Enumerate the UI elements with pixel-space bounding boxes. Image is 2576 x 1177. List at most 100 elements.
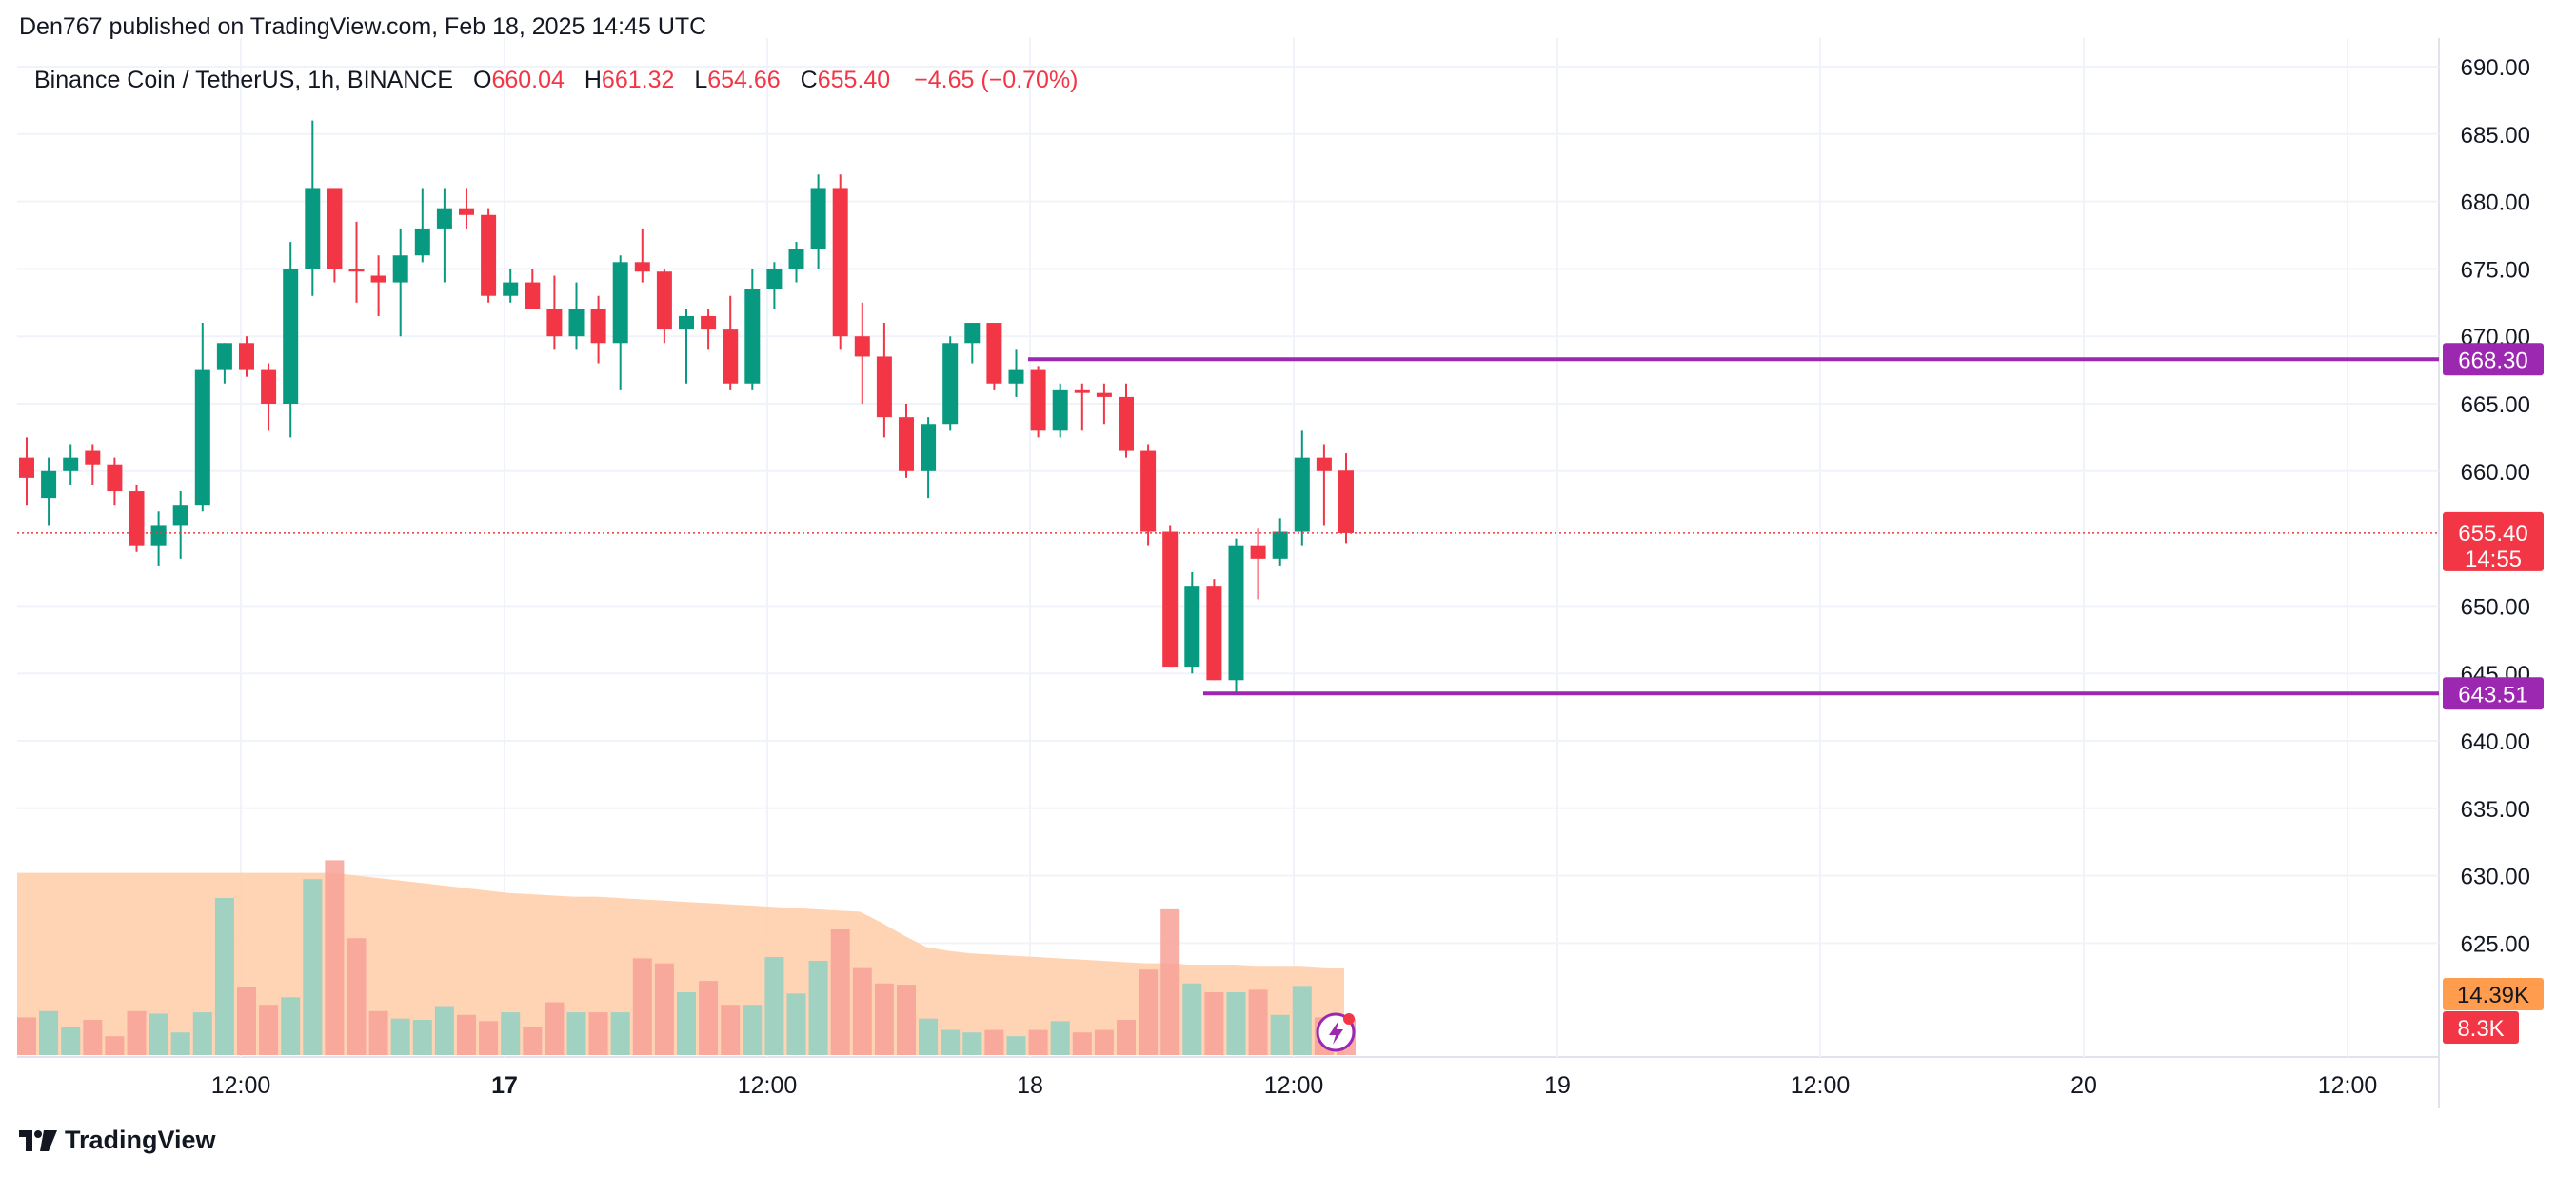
candle-body <box>1250 545 1266 559</box>
symbol-name: Binance Coin / TetherUS, 1h, BINANCE <box>34 67 454 93</box>
high-value: 661.32 <box>601 67 675 93</box>
candle-body <box>590 309 606 344</box>
volume-bar <box>941 1029 961 1055</box>
publisher-line: Den767 published on TradingView.com, Feb… <box>19 13 707 40</box>
candle-body <box>481 214 497 296</box>
volume-bar <box>852 967 872 1055</box>
candle-body <box>1162 531 1179 668</box>
candle-body <box>172 505 188 526</box>
volume-bar <box>1050 1021 1070 1055</box>
candle-body <box>744 289 761 384</box>
volume-bar <box>1072 1032 1092 1055</box>
x-tick-label: 12:00 <box>2318 1072 2378 1099</box>
volume-bar <box>545 1002 565 1055</box>
x-tick-label: 12:00 <box>1791 1072 1851 1099</box>
candle-body <box>1272 531 1288 559</box>
candle-body <box>723 329 739 384</box>
candle-body <box>63 457 79 471</box>
volume-bar <box>1270 1014 1290 1055</box>
candle-body <box>1008 369 1024 384</box>
volume-current-label: 8.3K <box>2457 1016 2504 1042</box>
volume-bar <box>1006 1036 1026 1055</box>
candle-body <box>41 470 57 499</box>
candle-body <box>414 228 430 256</box>
y-tick-label: 650.00 <box>2461 594 2530 620</box>
last-price-label: 655.40 <box>2458 521 2527 547</box>
x-tick-label: 12:00 <box>211 1072 271 1099</box>
volume-bar <box>347 938 367 1055</box>
candle-body <box>1140 450 1157 532</box>
volume-bar <box>412 1020 432 1055</box>
candle-body <box>568 309 585 337</box>
tradingview-brand[interactable]: TradingView <box>19 1126 216 1155</box>
volume-bar <box>1292 986 1312 1055</box>
volume-bar <box>17 1017 36 1055</box>
candle-body <box>1294 457 1310 532</box>
y-tick-label: 690.00 <box>2461 55 2530 81</box>
volume-bar <box>390 1018 410 1055</box>
low-label: L <box>694 67 708 93</box>
volume-bar <box>1182 983 1202 1055</box>
volume-bar <box>808 961 828 1055</box>
candle-body <box>216 343 232 370</box>
volume-bar <box>1139 969 1159 1055</box>
candle-body <box>921 424 937 471</box>
y-tick-label: 675.00 <box>2461 257 2530 283</box>
y-tick-label: 640.00 <box>2461 729 2530 755</box>
candle-body <box>261 369 277 404</box>
y-tick-label: 625.00 <box>2461 931 2530 957</box>
candle-body <box>810 188 826 249</box>
volume-bar <box>1160 908 1180 1055</box>
level-badge <box>2443 677 2544 710</box>
volume-bar <box>962 1032 982 1055</box>
candle-body <box>1074 389 1090 393</box>
snapshot-icon[interactable] <box>1316 1012 1356 1052</box>
candle-body <box>634 262 650 272</box>
candle-body <box>327 188 343 269</box>
volume-bar <box>610 1012 630 1055</box>
candle-body <box>459 208 474 215</box>
candle-body <box>85 450 101 465</box>
y-tick-label: 685.00 <box>2461 123 2530 149</box>
volume-bar <box>743 1005 763 1055</box>
x-tick-label: 12:00 <box>738 1072 798 1099</box>
horizontal-levels[interactable] <box>17 357 2439 696</box>
volume-bar <box>434 1006 454 1055</box>
candle-body <box>788 249 804 269</box>
volume-bar <box>237 987 256 1055</box>
volume-bar <box>149 1013 168 1055</box>
candle-body <box>1206 586 1222 681</box>
candle-body <box>370 275 386 283</box>
candle-body <box>701 315 717 330</box>
grid <box>17 38 2440 1108</box>
level-badge-label: 643.51 <box>2458 682 2527 708</box>
candles <box>19 120 1354 694</box>
axes: 690.00685.00680.00675.00670.00665.00660.… <box>211 55 2530 1099</box>
candle-body <box>1030 369 1046 431</box>
candle-body <box>194 369 210 506</box>
volume-bar <box>721 1005 741 1055</box>
close-value: 655.40 <box>817 67 891 93</box>
volume-bar <box>325 860 345 1055</box>
candle-body <box>832 188 848 337</box>
volume-bar <box>1028 1029 1048 1055</box>
volume-bar <box>654 963 674 1055</box>
volume-bar <box>259 1005 279 1055</box>
last-price-badge <box>2443 511 2544 571</box>
candle-body <box>1316 457 1332 471</box>
volume-bar <box>127 1010 147 1055</box>
volume-bar <box>1117 1020 1136 1055</box>
candle-body <box>525 282 541 309</box>
volume-bar <box>192 1012 212 1055</box>
volume-pane <box>17 860 1356 1055</box>
candle-body <box>1184 586 1200 668</box>
countdown-label: 14:55 <box>2465 547 2522 572</box>
high-label: H <box>584 67 602 93</box>
volume-bar <box>170 1032 190 1055</box>
volume-bar <box>214 898 234 1055</box>
volume-bar <box>479 1021 499 1055</box>
y-tick-label: 635.00 <box>2461 797 2530 823</box>
volume-bar <box>1204 992 1224 1055</box>
